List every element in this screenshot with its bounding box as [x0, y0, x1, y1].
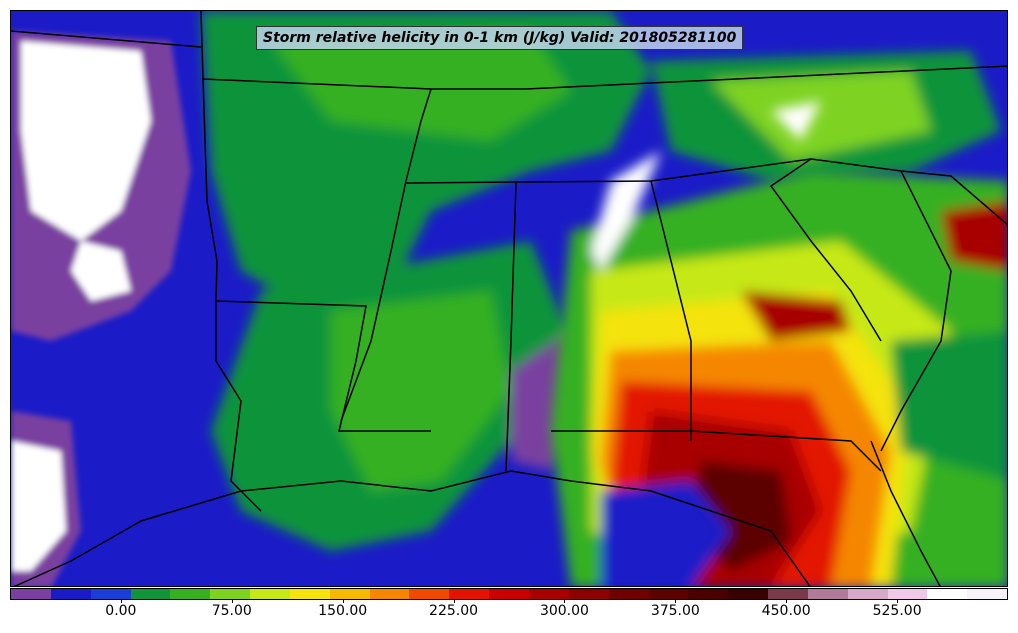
blue-region-atlantic — [891, 331, 1007, 481]
colorbar-tickmark — [120, 599, 122, 603]
white-region-southwest — [11, 441, 66, 571]
map-title: Storm relative helicity in 0-1 km (J/kg)… — [256, 26, 744, 50]
red-region-north-georgia — [741, 291, 851, 341]
colorbar-tick-label: 0.00 — [105, 603, 137, 619]
colorbar-segment — [887, 589, 928, 599]
helicity-map: Storm relative helicity in 0-1 km (J/kg)… — [10, 10, 1008, 587]
colorbar-tickmark — [675, 599, 677, 603]
colorbar-segment — [927, 589, 968, 599]
lightgreen-region-northeast — [711, 71, 931, 161]
colorbar-tick-label: 150.00 — [318, 603, 368, 619]
colorbar-segment — [449, 589, 490, 599]
colorbar-segment — [289, 589, 330, 599]
colorbar-tick-label: 300.00 — [539, 603, 589, 619]
colorbar-tick-label: 225.00 — [429, 603, 479, 619]
colorbar-tick-label: 525.00 — [872, 603, 922, 619]
lightgreen-region-north — [271, 31, 571, 141]
colorbar-segment — [768, 589, 808, 599]
colorbar-tick-label: 450.00 — [761, 603, 811, 619]
colorbar-segment — [170, 589, 211, 599]
lightgreen-region-central — [331, 291, 511, 491]
colorbar-segment — [329, 589, 370, 599]
colorbar-segment — [807, 589, 848, 599]
colorbar-segment — [967, 589, 1008, 599]
white-streak-northeast — [771, 101, 821, 141]
colorbar-segment — [568, 589, 609, 599]
colorbar-ticks: 0.00 75.00 150.00 225.00 300.00 375.00 450.00 5… — [10, 599, 1008, 631]
colorbar-segment — [648, 589, 689, 599]
colorbar-segment — [50, 589, 91, 599]
colorbar-segment — [409, 589, 450, 599]
colorbar-segment — [90, 589, 131, 599]
white-region-west-small — [71, 241, 131, 301]
map-canvas — [11, 11, 1007, 586]
colorbar-tickmark — [897, 599, 899, 603]
colorbar-segment — [528, 589, 569, 599]
colorbar-tick-label: 75.00 — [211, 603, 252, 619]
colorbar-tickmark — [231, 599, 233, 603]
colorbar — [10, 588, 1008, 600]
colorbar-tick-label: 375.00 — [650, 603, 700, 619]
colorbar-segment — [369, 589, 410, 599]
colorbar-tickmark — [342, 599, 344, 603]
state-boundaries — [11, 11, 1007, 586]
colorbar-segment — [728, 589, 769, 599]
colorbar-segment — [847, 589, 888, 599]
colorbar-segment — [688, 589, 729, 599]
colorbar-tickmark — [564, 599, 566, 603]
white-region-northwest — [21, 41, 151, 241]
colorbar-segment — [11, 589, 51, 599]
colorbar-segment — [608, 589, 649, 599]
red-region-carolina — [941, 201, 1007, 271]
colorbar-segment — [210, 589, 251, 599]
colorbar-tickmark — [786, 599, 788, 603]
colorbar-segment — [250, 589, 290, 599]
colorbar-segment — [130, 589, 171, 599]
colorbar-tickmark — [453, 599, 455, 603]
colorbar-segment — [489, 589, 529, 599]
